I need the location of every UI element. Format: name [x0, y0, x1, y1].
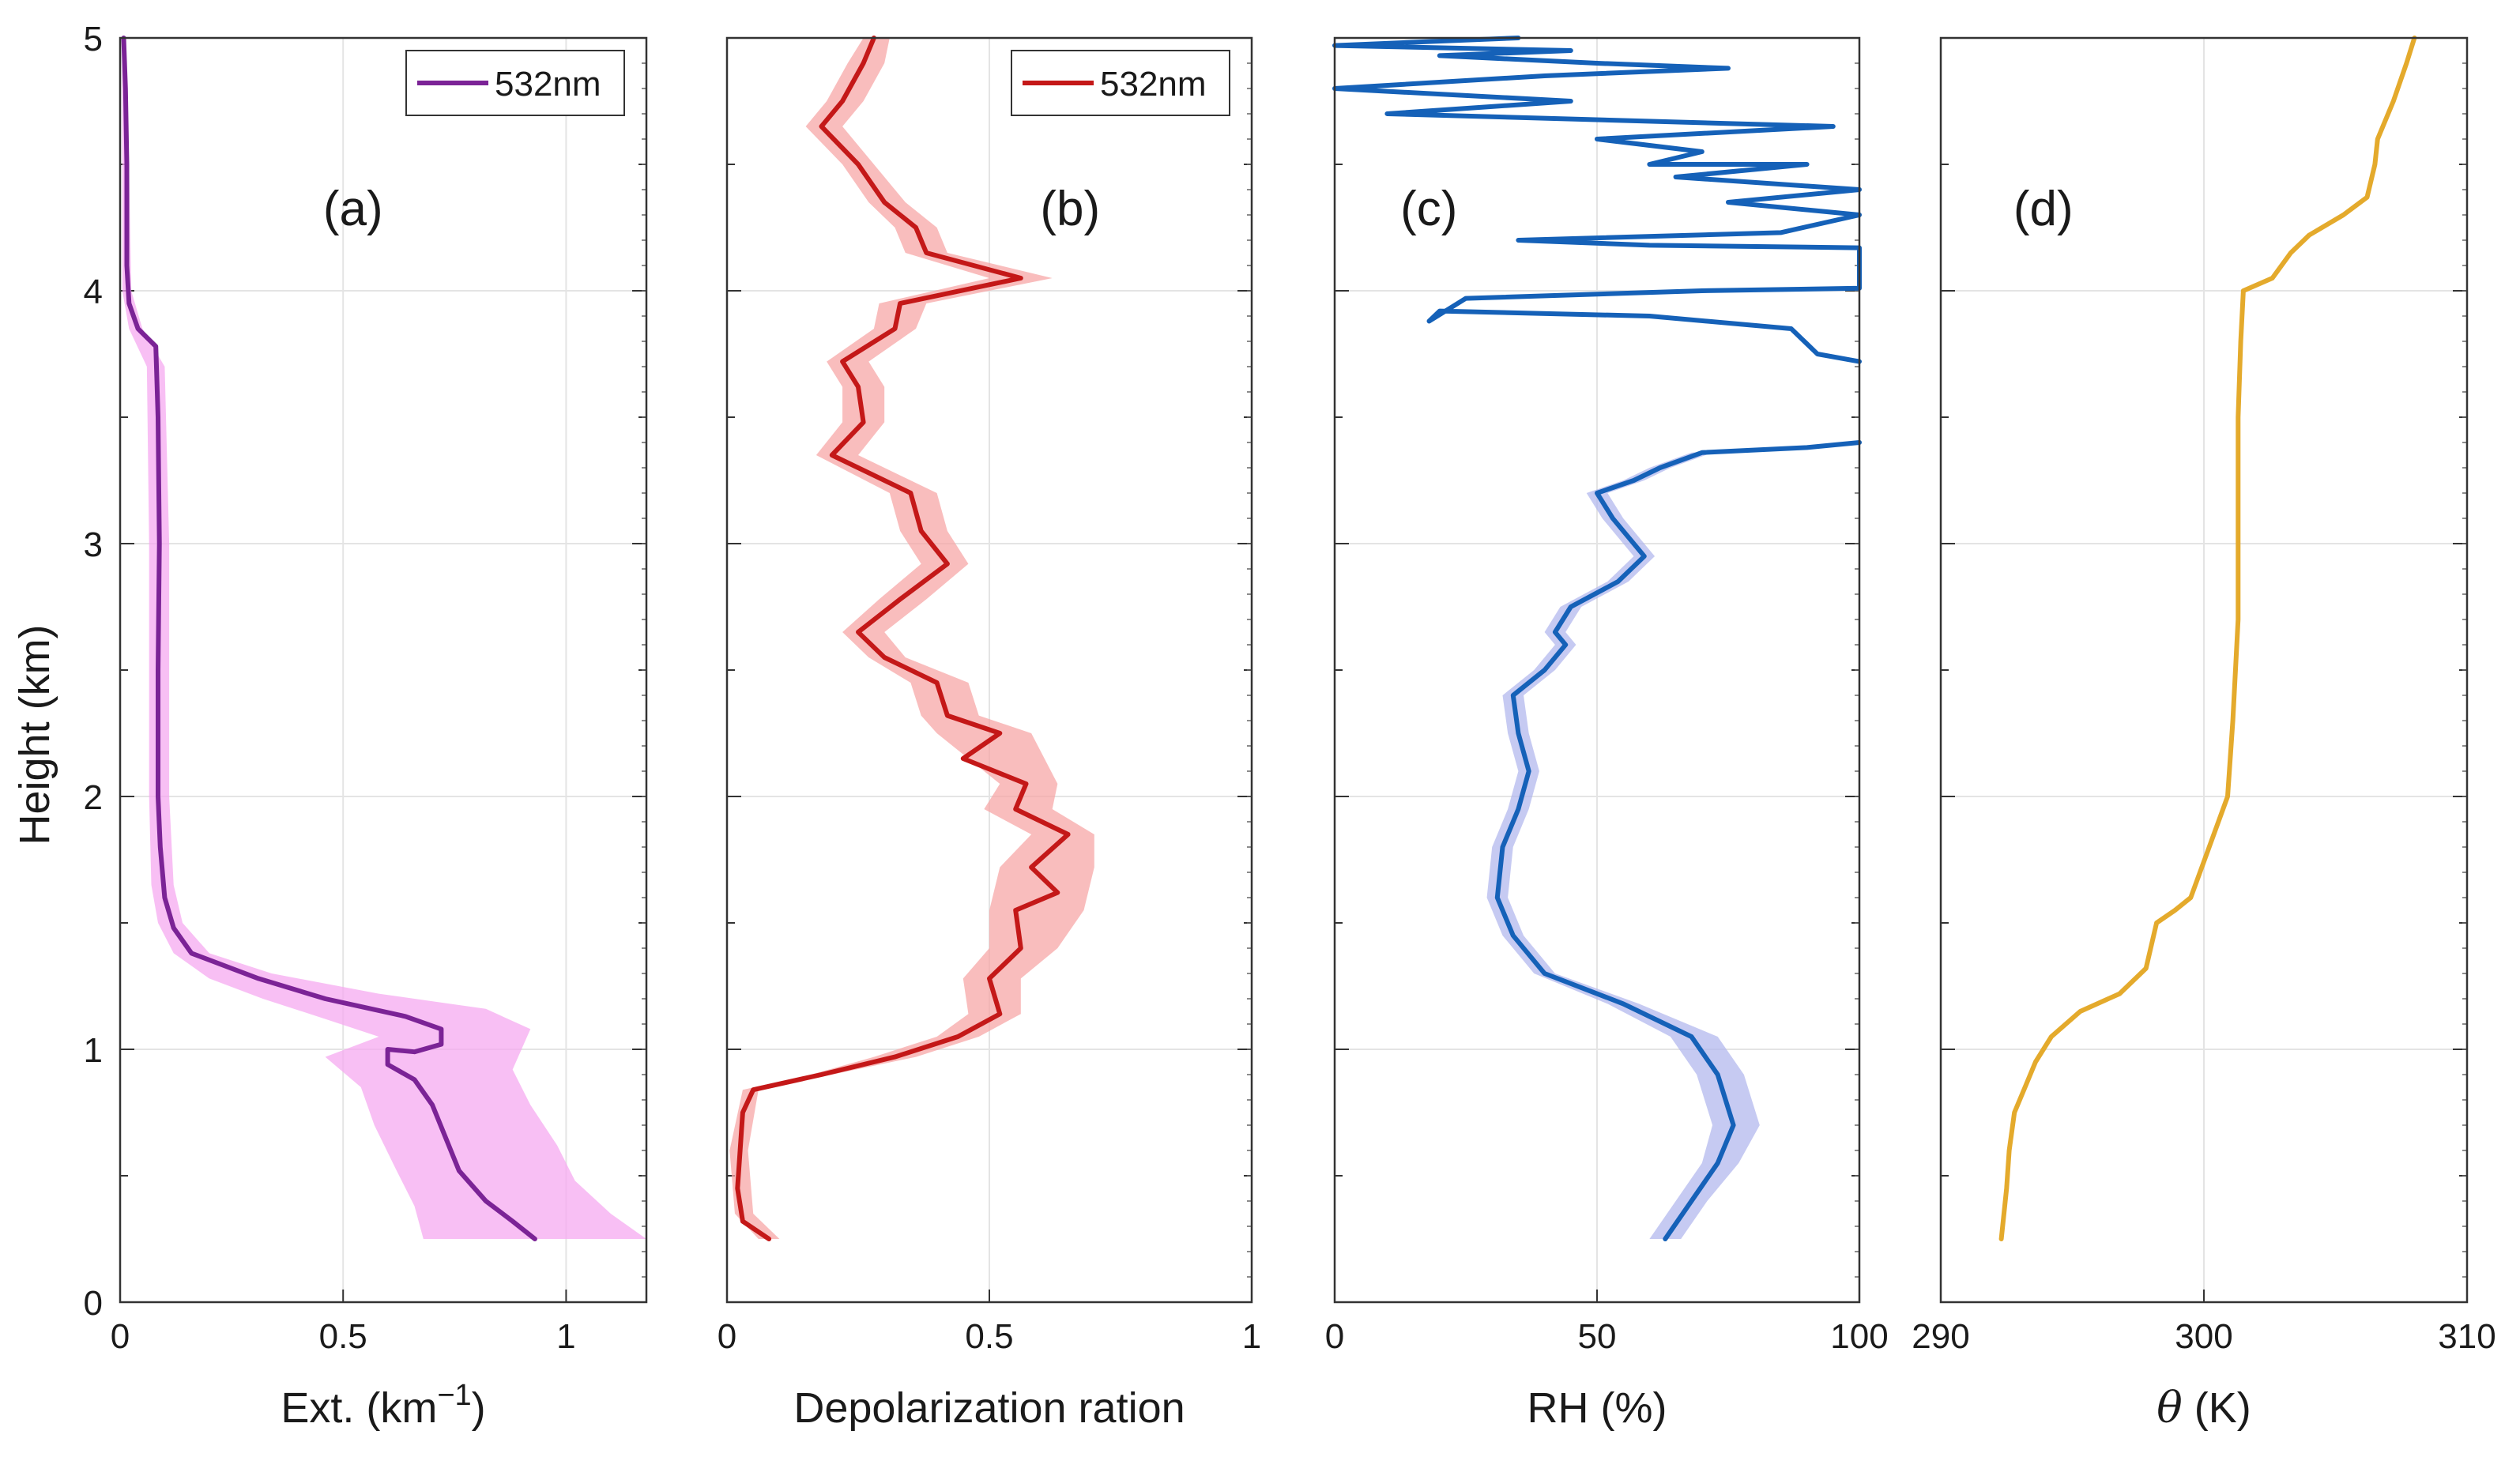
series-line — [121, 36, 537, 1241]
y-axis-label: Height (km) — [11, 624, 58, 845]
series-line — [735, 36, 1071, 1241]
y-tick-label: 4 — [84, 273, 103, 311]
x-tick-label: 0 — [111, 1317, 130, 1356]
axes-frame — [119, 36, 648, 1304]
x-tick-label: 0.5 — [319, 1317, 367, 1356]
panel-label: (d) — [2013, 182, 2074, 236]
x-tick-label: 50 — [1578, 1317, 1617, 1356]
y-tick-label: 2 — [84, 778, 103, 817]
x-axis-label: RH (%) — [1527, 1384, 1667, 1432]
x-tick-label: 1 — [1242, 1317, 1261, 1356]
axes-frame — [1333, 36, 1861, 1304]
panel-a: 0 0.5 1 (a) Ext. (km−1) 532nm — [111, 36, 648, 1432]
x-axis-label: θ (K) — [2157, 1383, 2251, 1433]
x-tick-label: 300 — [2175, 1317, 2232, 1356]
uncertainty-band — [1486, 442, 1859, 1239]
axes-frame — [1939, 36, 2469, 1304]
series-line — [1332, 36, 1862, 364]
y-tick-label: 1 — [84, 1031, 103, 1070]
panel-c: 0 50 100 (c) RH (%) — [1325, 36, 1889, 1432]
x-tick-label: 310 — [2438, 1317, 2496, 1356]
series-line — [1998, 36, 2417, 1241]
panel-label: (a) — [323, 182, 383, 236]
legend-label: 532nm — [495, 65, 601, 104]
legend: 532nm — [405, 50, 625, 116]
axes-frame — [725, 36, 1253, 1304]
x-axis-label: Depolarization ration — [793, 1384, 1185, 1432]
panel-b: 0 0.5 1 (b) Depolarization ration 532nm — [718, 36, 1261, 1432]
y-tick-label: 0 — [84, 1284, 103, 1323]
x-tick-label: 0 — [718, 1317, 736, 1356]
x-tick-label: 0 — [1325, 1317, 1344, 1356]
uncertainty-band — [122, 38, 646, 1239]
x-tick-label: 1 — [556, 1317, 575, 1356]
x-axis-label: Ext. (km−1) — [281, 1379, 485, 1432]
x-tick-label: 100 — [1830, 1317, 1888, 1356]
panel-label: (b) — [1040, 182, 1100, 236]
series-line — [1494, 440, 1862, 1241]
uncertainty-band — [729, 38, 1094, 1239]
panel-d: 290 300 310 (d) θ (K) — [1912, 36, 2496, 1433]
y-tick-label: 5 — [84, 20, 103, 58]
y-tick-label: 3 — [84, 525, 103, 564]
x-tick-label: 290 — [1912, 1317, 1969, 1356]
x-tick-label: 0.5 — [965, 1317, 1013, 1356]
legend: 532nm — [1011, 50, 1230, 116]
legend-label: 532nm — [1100, 65, 1207, 104]
panel-label: (c) — [1400, 182, 1457, 236]
